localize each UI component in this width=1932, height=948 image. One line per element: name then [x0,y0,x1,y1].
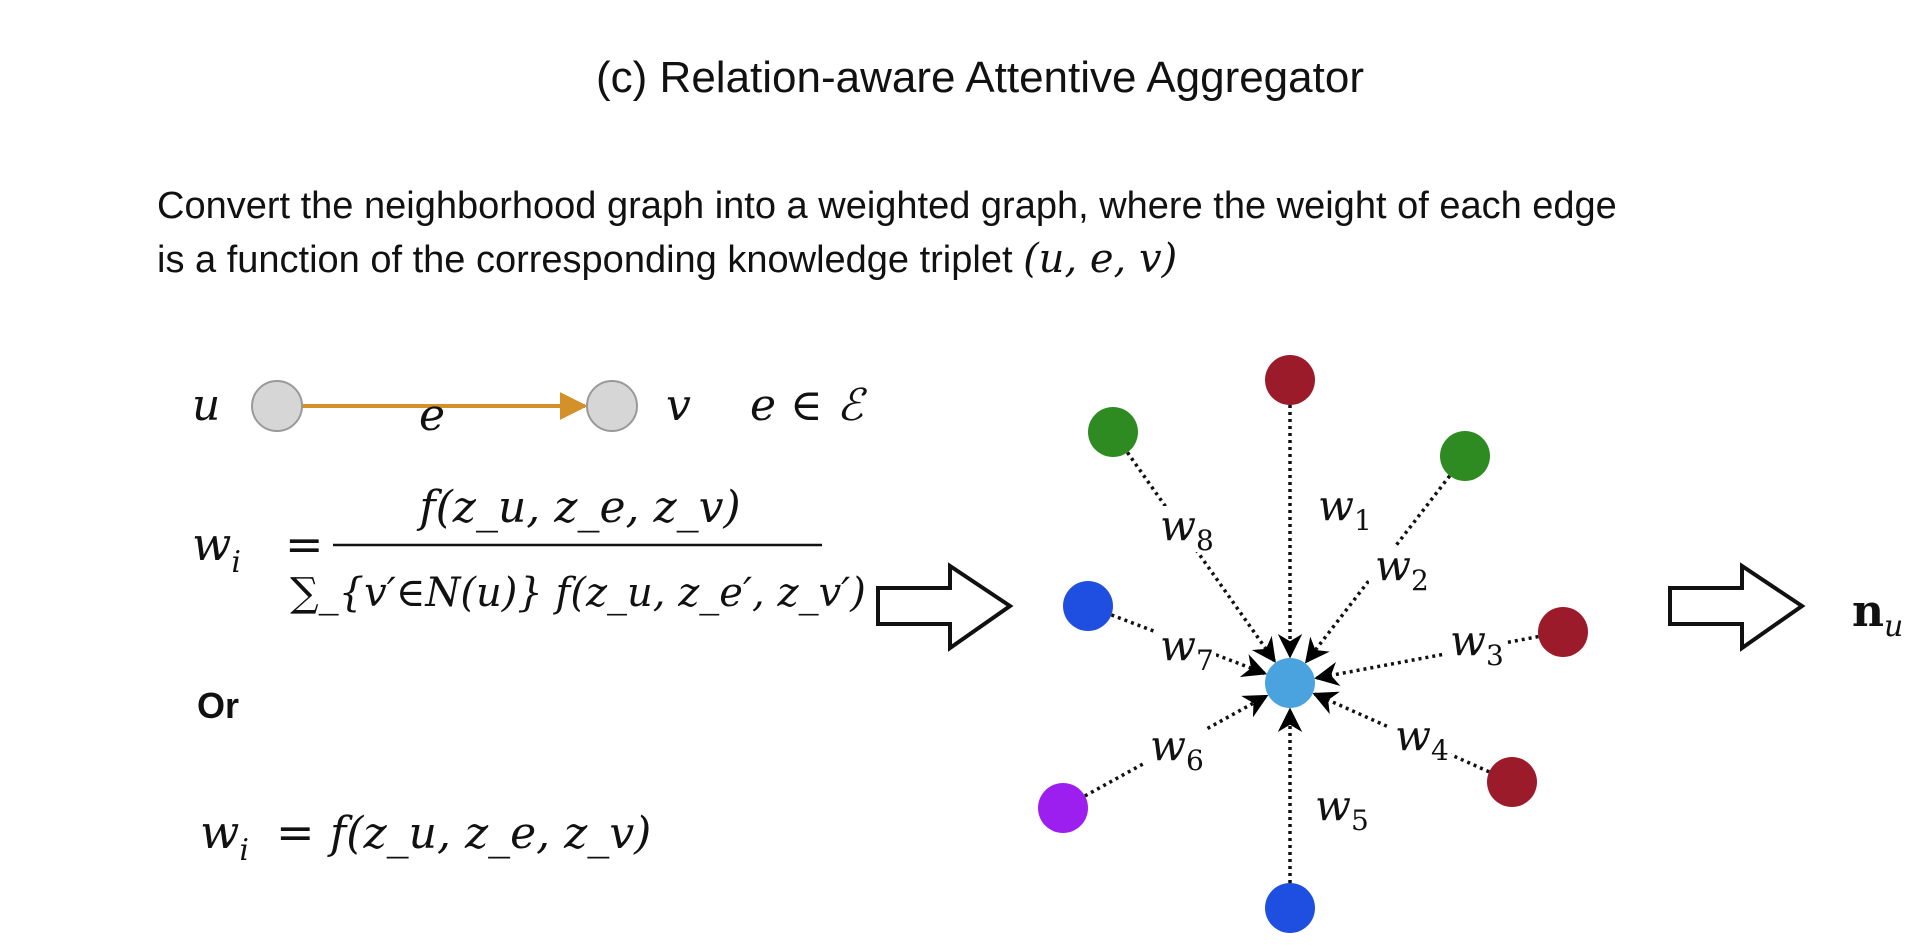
neighbor-node-6 [1038,783,1088,833]
formula2-lhs-subscript: i [239,833,249,868]
weight-label-bg-3 [1444,621,1506,667]
formula1-lhs: wi [192,517,241,580]
edge-8 [1125,451,1276,663]
formula1-numerator: f(z_u, z_e, z_v) [416,482,740,533]
neighbor-node-3 [1538,607,1588,657]
or-label: Or [197,685,239,726]
transform-arrow-icon [876,562,1014,652]
head-label: u [192,380,220,431]
description-line-2-text: is a function of the corresponding knowl… [157,239,1023,281]
weight-label-2: w2 [1375,541,1429,597]
formula2-lhs-symbol: w [200,805,239,859]
formula2-lhs: wi [200,805,249,868]
formula1-equals: = [285,517,324,571]
output-subscript: u [1884,609,1903,644]
weight-label-bg-8 [1154,506,1216,552]
simple-formula: wi = f(z_u, z_e, z_v) [200,805,651,868]
formula2-equals: = [276,805,315,859]
attention-formula: wi = f(z_u, z_e, z_v) ∑_{v′∈N(u)} f(z_u,… [192,482,866,616]
weight-label-6: w6 [1150,721,1204,777]
head-node [251,380,303,432]
formula1-lhs-subscript: i [231,545,241,580]
description-line-2: is a function of the corresponding knowl… [157,236,1177,282]
graph-nodes [1038,355,1588,933]
neighbor-node-4 [1487,757,1537,807]
output-representation: nu [1852,586,1903,644]
weight-label-bg-6 [1144,726,1206,772]
weight-label-bg-1 [1312,486,1374,532]
neighbor-node-8 [1088,407,1138,457]
weight-label-8: w8 [1160,501,1214,557]
weight-label-5: w5 [1315,781,1369,837]
relation-label: e [419,390,445,441]
description-line-1: Convert the neighborhood graph into a we… [157,185,1617,227]
weight-label-3: w3 [1450,616,1504,672]
tail-node [586,380,638,432]
description-triplet: (u, e, v) [1023,236,1177,282]
formula1-lhs-symbol: w [192,517,231,571]
weight-label-7: w7 [1160,621,1214,677]
neighbor-node-2 [1440,431,1490,481]
weight-label-bg-2 [1369,546,1431,592]
weight-label-1: w1 [1318,481,1372,537]
weight-label-bg-4 [1389,716,1451,762]
triplet-diagram: u e v e ∈ ℰ [192,380,868,441]
formula2-rhs: f(z_u, z_e, z_v) [327,808,651,859]
center-node [1265,658,1315,708]
formula1-denominator: ∑_{v′∈N(u)} f(z_u, z_e′, z_v′) [290,570,866,616]
relation-membership: e ∈ ℰ [750,380,868,431]
figure-title: (c) Relation-aware Attentive Aggregator [596,53,1364,102]
output-arrow-icon [1668,562,1806,652]
neighbor-node-5 [1265,883,1315,933]
weight-label-bg-5 [1309,786,1371,832]
output-symbol: n [1852,586,1884,637]
neighbor-node-1 [1265,355,1315,405]
weight-label-bg-7 [1154,626,1216,672]
neighbor-node-7 [1063,581,1113,631]
weight-label-4: w4 [1395,711,1449,767]
tail-label: v [666,380,691,431]
